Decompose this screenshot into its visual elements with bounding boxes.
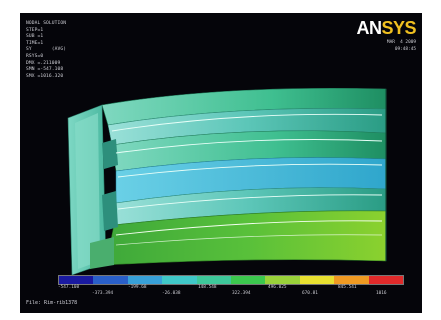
file-name-label: File: Rim-rib1378 bbox=[26, 300, 78, 306]
legend-band bbox=[59, 276, 94, 284]
legend-band bbox=[231, 276, 266, 284]
date-time-stamp: MAR 4 2009 09:48:45 bbox=[387, 40, 416, 53]
readout-line: SMN =-547.108 bbox=[26, 67, 64, 73]
ansys-logo: ANSYS bbox=[356, 18, 416, 39]
legend-labels-top: -547.108 -199.68 148.548 496.025 845.541 bbox=[58, 285, 422, 292]
legend-tick-label: 845.541 bbox=[338, 285, 357, 290]
readout-line: SUB =1 bbox=[26, 34, 44, 40]
rim-notch bbox=[102, 139, 118, 169]
legend-band bbox=[265, 276, 300, 284]
legend-tick-label: 496.025 bbox=[268, 285, 287, 290]
legend-tick-label: -199.68 bbox=[128, 285, 147, 290]
readout-line: SY (AVG) bbox=[26, 47, 67, 53]
contour-line bbox=[111, 113, 383, 132]
logo-an: AN bbox=[356, 18, 382, 38]
legend-band bbox=[299, 276, 335, 284]
stamp-date: MAR 4 2009 bbox=[386, 40, 416, 45]
readout-line: NODAL SOLUTION bbox=[26, 21, 67, 26]
legend-labels-bottom: -373.394 -26.038 322.394 670.81 1016 bbox=[58, 291, 422, 298]
contour-line bbox=[115, 234, 383, 246]
legend-band bbox=[127, 276, 163, 284]
legend-tick-label: 148.548 bbox=[198, 285, 217, 290]
readout-line: TIME=1 bbox=[26, 40, 44, 46]
legend-band bbox=[196, 276, 232, 284]
readout-line: STEP=1 bbox=[26, 27, 44, 33]
readout-line: RSYS=0 bbox=[26, 53, 44, 59]
contour-line bbox=[117, 163, 383, 178]
contour-line bbox=[117, 194, 383, 210]
legend-band bbox=[162, 276, 197, 284]
legend-band bbox=[368, 276, 404, 284]
legend-tick-label: 322.394 bbox=[232, 291, 251, 296]
contour-line bbox=[115, 220, 383, 236]
legend-tick-label: -373.394 bbox=[92, 291, 114, 296]
legend-tick-label: 670.81 bbox=[302, 291, 318, 296]
stamp-time: 09:48:45 bbox=[394, 46, 416, 52]
legend-tick-label: -547.108 bbox=[58, 285, 80, 290]
rim-notch bbox=[90, 237, 114, 269]
legend-tick-label: 1016 bbox=[376, 291, 387, 296]
rim-flange-face bbox=[75, 113, 100, 269]
contour-legend-bar bbox=[58, 275, 404, 285]
readout-line: SMX =1016.320 bbox=[26, 73, 64, 79]
contour-line bbox=[115, 139, 383, 154]
legend-band bbox=[93, 276, 128, 284]
logo-sys: SYS bbox=[381, 18, 416, 38]
readout-line: DMX =.211009 bbox=[26, 60, 61, 66]
nodal-solution-readout: NODAL SOLUTION STEP=1 SUB =1 TIME=1 SY (… bbox=[26, 21, 66, 80]
fea-model-plot bbox=[67, 88, 387, 276]
legend-tick-label: -26.038 bbox=[162, 291, 181, 296]
rim-notch bbox=[102, 191, 118, 231]
legend-band bbox=[334, 276, 369, 284]
graphics-viewport[interactable]: NODAL SOLUTION STEP=1 SUB =1 TIME=1 SY (… bbox=[20, 13, 422, 313]
